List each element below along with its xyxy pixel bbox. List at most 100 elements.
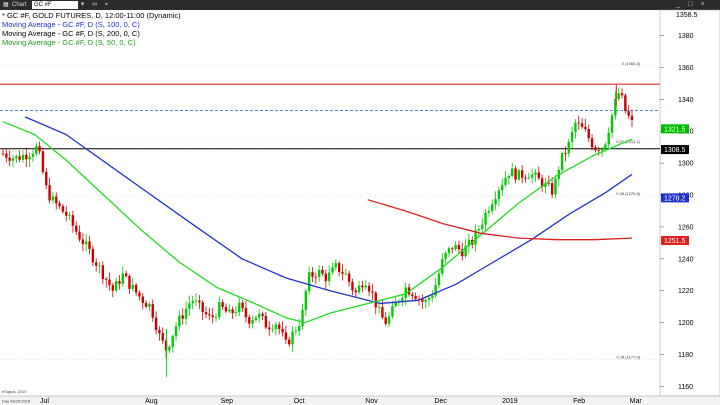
candle-body [414, 296, 417, 299]
y-tick-label: 1180 [678, 352, 693, 359]
candle-body [291, 331, 294, 345]
candle-body [497, 190, 501, 200]
candle-body [41, 151, 45, 172]
close-icon[interactable]: × [700, 1, 705, 8]
chevron-down-icon[interactable]: ▾ [80, 1, 85, 8]
fib-label: 0.38 (1279.8) [616, 191, 640, 196]
candle-body [228, 309, 231, 312]
candle-body [494, 199, 497, 205]
candle-body [88, 241, 91, 249]
candle-body [141, 296, 144, 303]
candle-body [520, 170, 524, 178]
candle-body [617, 93, 620, 100]
candle-body [138, 292, 141, 297]
candle-body [21, 154, 25, 160]
candle-body [304, 291, 308, 310]
candle-body [544, 182, 547, 188]
price-tag-label: 1308.5 [664, 147, 686, 154]
candle-body [444, 253, 447, 260]
candle-body [311, 272, 314, 277]
candle-body [547, 182, 550, 184]
candle-body [627, 111, 630, 116]
toolbar-icon[interactable]: ▪ [105, 1, 108, 8]
candle-body [15, 156, 18, 159]
candle-body [374, 292, 377, 308]
candle-body [91, 248, 95, 263]
chart-legend: * GC #F, GOLD FUTURES, D, 12:00-11:00 (D… [2, 11, 181, 47]
candle-body [507, 175, 511, 179]
fib-label: 0.23 (1312.1) [616, 139, 640, 144]
link-icon[interactable]: ∞ [92, 1, 97, 8]
watermark-label: eSignal, 2019 [2, 389, 27, 394]
candle-body [284, 332, 288, 340]
candle-body [38, 146, 41, 152]
candle-body [514, 168, 517, 180]
candle-body [81, 239, 85, 245]
x-tick-label: 2019 [502, 398, 518, 405]
candle-body [501, 184, 504, 191]
candle-body [268, 327, 271, 330]
candle-body [441, 259, 444, 274]
candle-body [624, 95, 627, 112]
y-tick-label: 1240 [678, 256, 694, 263]
candle-body [108, 279, 111, 286]
candle-body [421, 298, 424, 302]
candle-body [114, 281, 118, 291]
candle-body [178, 315, 181, 327]
candle-body [234, 312, 238, 314]
candle-body [8, 157, 11, 161]
price-tag [661, 124, 689, 134]
window-title: Chart [12, 2, 27, 8]
candle-body [387, 316, 391, 324]
candle-body [314, 276, 318, 278]
y-tick-label: 1340 [678, 97, 694, 104]
time-axis-panel [0, 396, 720, 405]
candle-body [384, 317, 387, 324]
candle-body [201, 302, 204, 313]
candle-body [94, 262, 98, 266]
price-tag [661, 193, 689, 203]
candle-body [334, 263, 338, 268]
candle-body [294, 330, 298, 332]
candle-body [264, 315, 268, 328]
minimize-icon[interactable]: _ [676, 1, 681, 8]
candle-body [610, 115, 614, 133]
candle-body [331, 267, 334, 273]
symbol-input[interactable]: GC #F [32, 1, 78, 9]
candle-body [451, 248, 454, 250]
price-tag [661, 145, 689, 155]
candle-body [487, 211, 491, 213]
candle-body [574, 122, 577, 132]
candle-body [344, 273, 347, 275]
candle-body [361, 285, 364, 288]
legend-ma100: Moving Average - GC #F, D (S, 100, 0, C) [2, 20, 140, 29]
candle-body [577, 122, 580, 124]
candle-body [567, 141, 570, 154]
candle-body [564, 153, 567, 154]
candle-body [171, 336, 174, 348]
x-tick-label: Sep [221, 398, 234, 405]
candle-body [251, 320, 254, 324]
candle-body [104, 278, 108, 280]
price-axis-panel [659, 9, 720, 397]
candle-body [524, 177, 527, 179]
candle-body [214, 317, 218, 318]
candle-body [31, 153, 35, 157]
candle-body [467, 239, 471, 246]
price-tag-label: 1278.2 [664, 195, 686, 202]
maximize-icon[interactable]: □ [688, 1, 693, 8]
x-tick-label: Dec [434, 398, 447, 405]
candle-body [327, 272, 331, 282]
candle-body [391, 306, 394, 317]
legend-ma50: Moving Average - GC #F, D (S, 50, 0, C) [2, 38, 136, 47]
candle-body [584, 126, 587, 129]
candle-body [58, 203, 61, 207]
candle-body [221, 302, 224, 307]
date-label: Day 06/20/2018 [2, 399, 31, 404]
candle-body [144, 302, 148, 307]
top-price-label: 1358.5 [676, 12, 698, 19]
candle-body [597, 150, 600, 151]
candle-body [61, 206, 65, 212]
